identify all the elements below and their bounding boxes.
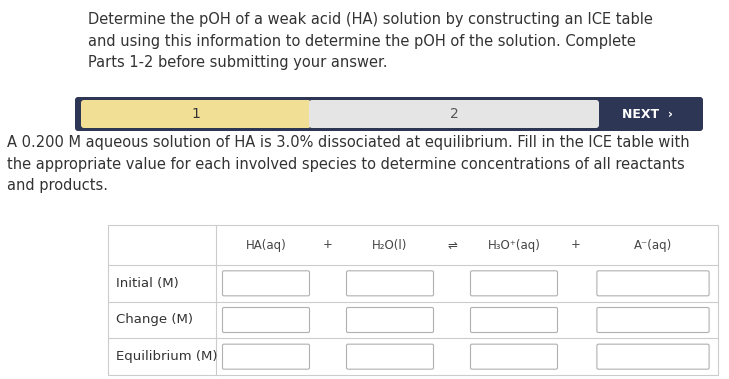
FancyBboxPatch shape (222, 307, 310, 332)
FancyBboxPatch shape (470, 271, 558, 296)
Text: +: + (571, 238, 581, 252)
FancyBboxPatch shape (470, 344, 558, 369)
Text: HA(aq): HA(aq) (246, 238, 286, 252)
Text: Determine the pOH of a weak acid (HA) solution by constructing an ICE table
and : Determine the pOH of a weak acid (HA) so… (88, 12, 653, 70)
FancyBboxPatch shape (108, 225, 718, 375)
FancyBboxPatch shape (309, 100, 599, 128)
FancyBboxPatch shape (597, 307, 709, 332)
Text: NEXT  ›: NEXT › (623, 108, 674, 121)
Text: A⁻(aq): A⁻(aq) (634, 238, 672, 252)
FancyBboxPatch shape (222, 271, 310, 296)
Text: A 0.200 M aqueous solution of HA is 3.0% dissociated at equilibrium. Fill in the: A 0.200 M aqueous solution of HA is 3.0%… (7, 135, 690, 193)
Text: H₂O(l): H₂O(l) (373, 238, 408, 252)
FancyBboxPatch shape (81, 100, 311, 128)
FancyBboxPatch shape (346, 307, 434, 332)
FancyBboxPatch shape (222, 344, 310, 369)
Text: Change (M): Change (M) (116, 313, 193, 326)
FancyBboxPatch shape (346, 271, 434, 296)
FancyBboxPatch shape (470, 307, 558, 332)
FancyBboxPatch shape (75, 97, 703, 131)
Text: Equilibrium (M): Equilibrium (M) (116, 350, 217, 363)
FancyBboxPatch shape (346, 344, 434, 369)
Text: +: + (323, 238, 333, 252)
Text: 1: 1 (192, 107, 200, 121)
Text: H₃O⁺(aq): H₃O⁺(aq) (488, 238, 540, 252)
Text: 2: 2 (450, 107, 459, 121)
Text: Initial (M): Initial (M) (116, 277, 179, 290)
FancyBboxPatch shape (597, 344, 709, 369)
FancyBboxPatch shape (597, 271, 709, 296)
Text: ⇌: ⇌ (447, 238, 457, 252)
